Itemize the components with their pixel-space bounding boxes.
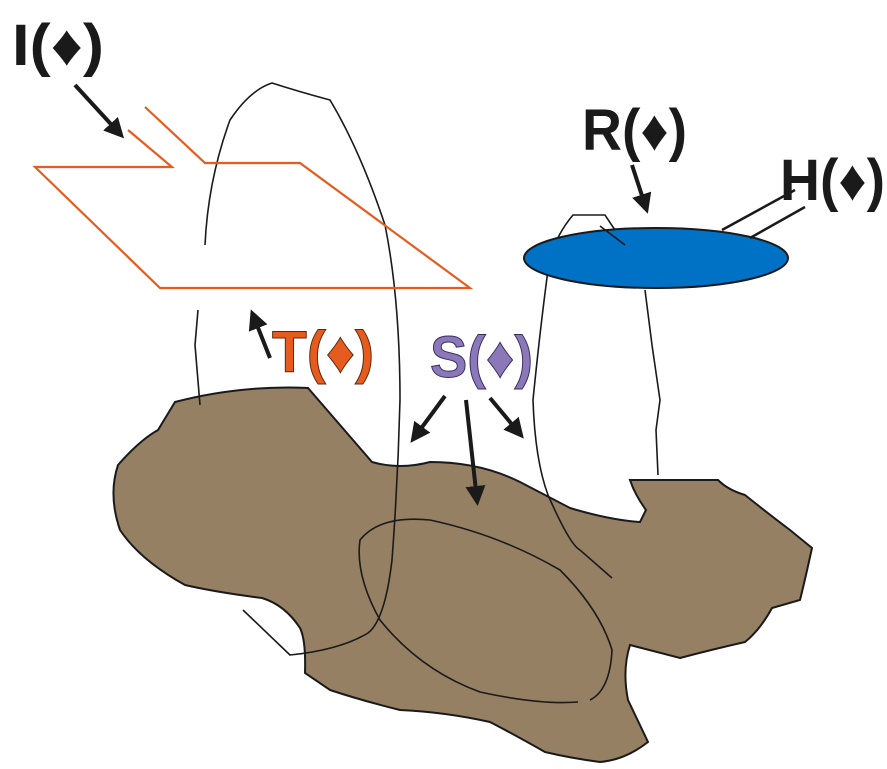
label-r: R(♦) bbox=[582, 98, 687, 163]
label-i: I(♦) bbox=[12, 13, 104, 78]
arrow bbox=[75, 85, 120, 134]
arrow bbox=[253, 315, 270, 358]
label-s: S(♦) bbox=[430, 325, 533, 390]
disk bbox=[524, 228, 788, 288]
ground-region bbox=[113, 388, 812, 762]
arrow bbox=[414, 396, 445, 438]
arrow bbox=[632, 165, 646, 208]
right-edge bbox=[645, 290, 660, 475]
label-h: H(♦) bbox=[780, 148, 885, 213]
arrow bbox=[490, 398, 520, 434]
diagram: I(♦) R(♦) H(♦) T(♦) S(♦) bbox=[0, 0, 887, 769]
label-t: T(♦) bbox=[272, 320, 374, 385]
left-edge bbox=[195, 310, 200, 405]
plane bbox=[35, 107, 470, 288]
